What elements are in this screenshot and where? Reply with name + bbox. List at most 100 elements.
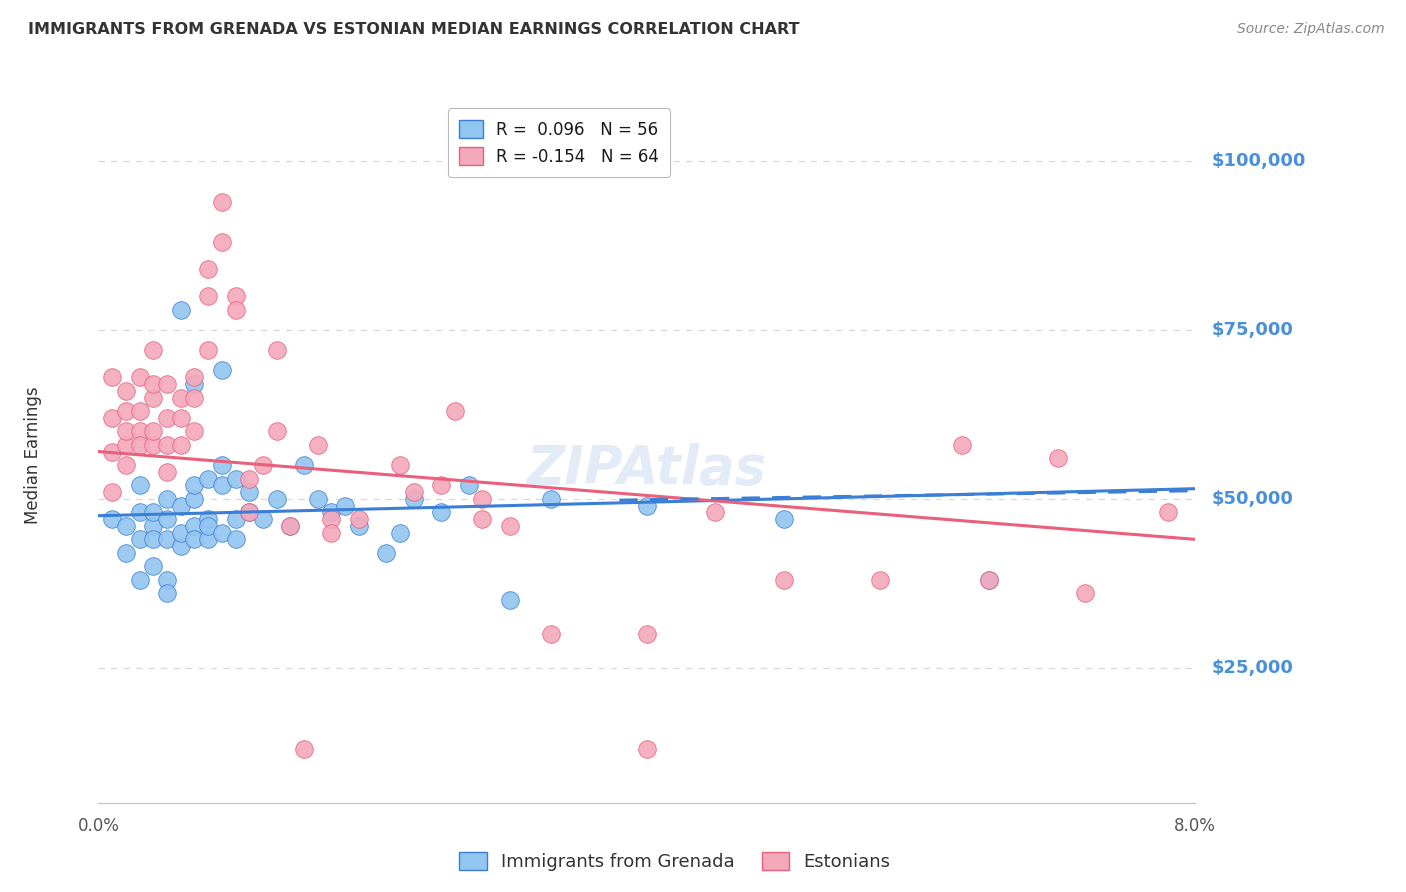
Point [1156,505,1178,519]
Point [183,391,205,405]
Point [170,539,193,553]
Point [156,491,179,506]
Point [142,391,165,405]
Point [225,289,247,303]
Point [636,499,658,513]
Point [238,485,260,500]
Point [225,472,247,486]
Text: ZIPAtlas: ZIPAtlas [527,442,766,495]
Point [211,363,233,377]
Point [156,410,179,425]
Point [142,376,165,391]
Point [156,438,179,452]
Point [430,505,453,519]
Point [128,573,150,587]
Point [101,512,124,526]
Text: Median Earnings: Median Earnings [24,386,42,524]
Text: IMMIGRANTS FROM GRENADA VS ESTONIAN MEDIAN EARNINGS CORRELATION CHART: IMMIGRANTS FROM GRENADA VS ESTONIAN MEDI… [28,22,800,37]
Legend: Immigrants from Grenada, Estonians: Immigrants from Grenada, Estonians [453,845,897,879]
Point [183,491,205,506]
Point [292,741,315,756]
Point [183,519,205,533]
Point [388,458,412,472]
Point [280,519,302,533]
Point [115,384,138,398]
Point [197,472,219,486]
Point [1074,586,1097,600]
Text: $25,000: $25,000 [1212,658,1294,677]
Point [471,512,494,526]
Point [183,533,205,547]
Point [101,370,124,384]
Point [197,512,219,526]
Point [101,444,124,458]
Legend: R =  0.096   N = 56, R = -0.154   N = 64: R = 0.096 N = 56, R = -0.154 N = 64 [447,109,671,178]
Point [444,404,467,418]
Point [128,424,150,438]
Point [156,376,179,391]
Point [252,458,274,472]
Point [636,741,658,756]
Point [197,533,219,547]
Point [1046,451,1070,466]
Point [402,491,425,506]
Point [128,533,150,547]
Point [183,424,205,438]
Text: $100,000: $100,000 [1212,152,1306,170]
Point [156,533,179,547]
Point [225,302,247,317]
Point [197,262,219,277]
Point [142,505,165,519]
Point [101,410,124,425]
Point [170,391,193,405]
Point [266,491,288,506]
Point [128,478,150,492]
Point [115,458,138,472]
Point [115,438,138,452]
Text: $75,000: $75,000 [1212,321,1294,339]
Point [183,370,205,384]
Point [307,438,329,452]
Point [142,424,165,438]
Point [238,505,260,519]
Point [266,343,288,358]
Point [335,499,357,513]
Point [979,573,1001,587]
Point [170,525,193,540]
Point [238,505,260,519]
Point [540,491,562,506]
Point [211,478,233,492]
Point [979,573,1001,587]
Point [128,370,150,384]
Point [142,559,165,574]
Point [156,465,179,479]
Point [156,512,179,526]
Point [211,235,233,249]
Point [430,478,453,492]
Text: $50,000: $50,000 [1212,490,1294,508]
Point [170,438,193,452]
Point [183,478,205,492]
Point [115,546,138,560]
Point [156,586,179,600]
Text: 8.0%: 8.0% [1174,817,1216,835]
Point [457,478,479,492]
Point [292,458,315,472]
Point [402,485,425,500]
Point [211,525,233,540]
Point [321,505,343,519]
Point [225,533,247,547]
Point [142,438,165,452]
Point [321,525,343,540]
Point [471,491,494,506]
Point [156,573,179,587]
Point [950,438,973,452]
Point [183,376,205,391]
Point [347,519,370,533]
Point [280,519,302,533]
Point [869,573,891,587]
Text: 0.0%: 0.0% [77,817,120,835]
Point [197,519,219,533]
Point [375,546,398,560]
Point [307,491,329,506]
